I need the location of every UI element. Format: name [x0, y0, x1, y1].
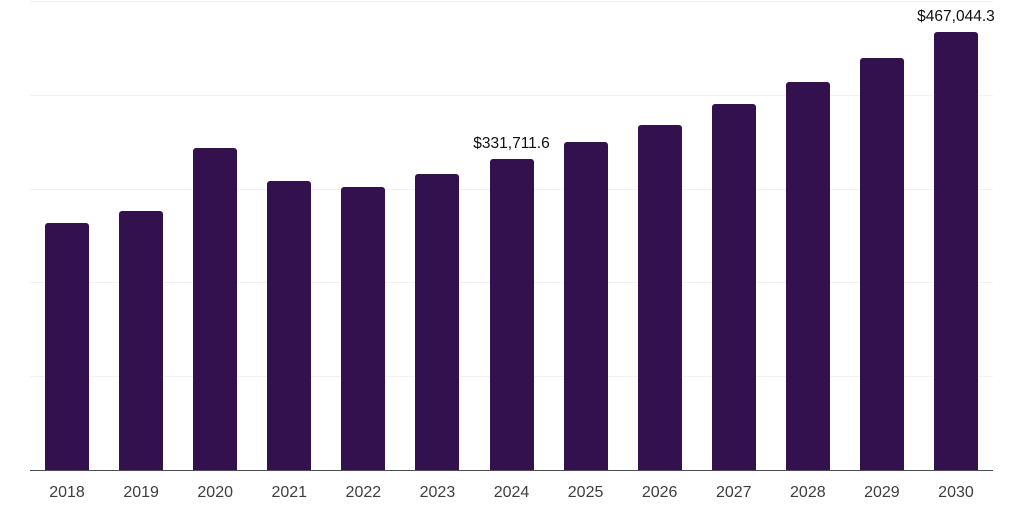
gridline-400000 — [30, 94, 993, 96]
bars-group: $331,711.6 $467,044.3 — [30, 1, 995, 470]
bar-column-2023 — [400, 1, 474, 470]
bar-column-2028 — [771, 1, 845, 470]
x-tick-label-2022: 2022 — [345, 484, 382, 501]
bar-value-label-2030: $467,044.3 — [917, 8, 995, 26]
bar-2026 — [637, 124, 682, 470]
bar-column-2018 — [30, 1, 104, 470]
x-tick-label-2026: 2026 — [641, 484, 678, 501]
x-tick-label-2023: 2023 — [419, 484, 456, 501]
bar-2024 — [489, 158, 534, 470]
x-tick-label-2030: 2030 — [938, 484, 974, 501]
x-tick-label-2018: 2018 — [49, 484, 85, 501]
bar-2029 — [859, 58, 904, 470]
bar-2018 — [45, 223, 90, 470]
bar-column-2021 — [252, 1, 326, 470]
bar-column-2026 — [623, 1, 697, 470]
bar-2022 — [341, 186, 386, 470]
x-tick-label-2028: 2028 — [790, 484, 826, 501]
x-tick-label-2019: 2019 — [123, 484, 159, 501]
gridline-500000 — [30, 1, 993, 2]
bar-column-2020 — [178, 1, 252, 470]
plot-area: $331,711.6 $467,044.3 — [30, 1, 995, 471]
x-tick-label-2027: 2027 — [715, 484, 752, 501]
bar-column-2022 — [326, 1, 400, 470]
x-tick-label-2021: 2021 — [271, 484, 308, 501]
bar-2028 — [785, 82, 830, 470]
x-axis-tick-labels: 2018 2019 2020 2021 2022 2023 2024 2025 2026 2027… — [30, 483, 993, 503]
bar-2020 — [193, 147, 238, 470]
bar-2030 — [933, 31, 978, 470]
bar-2021 — [267, 181, 312, 470]
bar-column-2024: $331,711.6 — [473, 1, 550, 470]
x-tick-label-2029: 2029 — [864, 484, 900, 501]
bar-column-2029 — [845, 1, 919, 470]
x-tick-label-2025: 2025 — [567, 484, 604, 501]
bar-2027 — [711, 103, 756, 470]
bar-column-2027 — [697, 1, 771, 470]
bar-column-2019 — [104, 1, 178, 470]
bar-2023 — [415, 173, 460, 470]
bar-value-label-2024: $331,711.6 — [473, 135, 550, 153]
bar-column-2025 — [549, 1, 623, 470]
x-tick-label-2020: 2020 — [197, 484, 233, 501]
bar-column-2030: $467,044.3 — [917, 1, 995, 470]
bar-2019 — [119, 211, 164, 470]
bar-2025 — [563, 141, 608, 470]
x-tick-label-2024: 2024 — [493, 484, 530, 501]
